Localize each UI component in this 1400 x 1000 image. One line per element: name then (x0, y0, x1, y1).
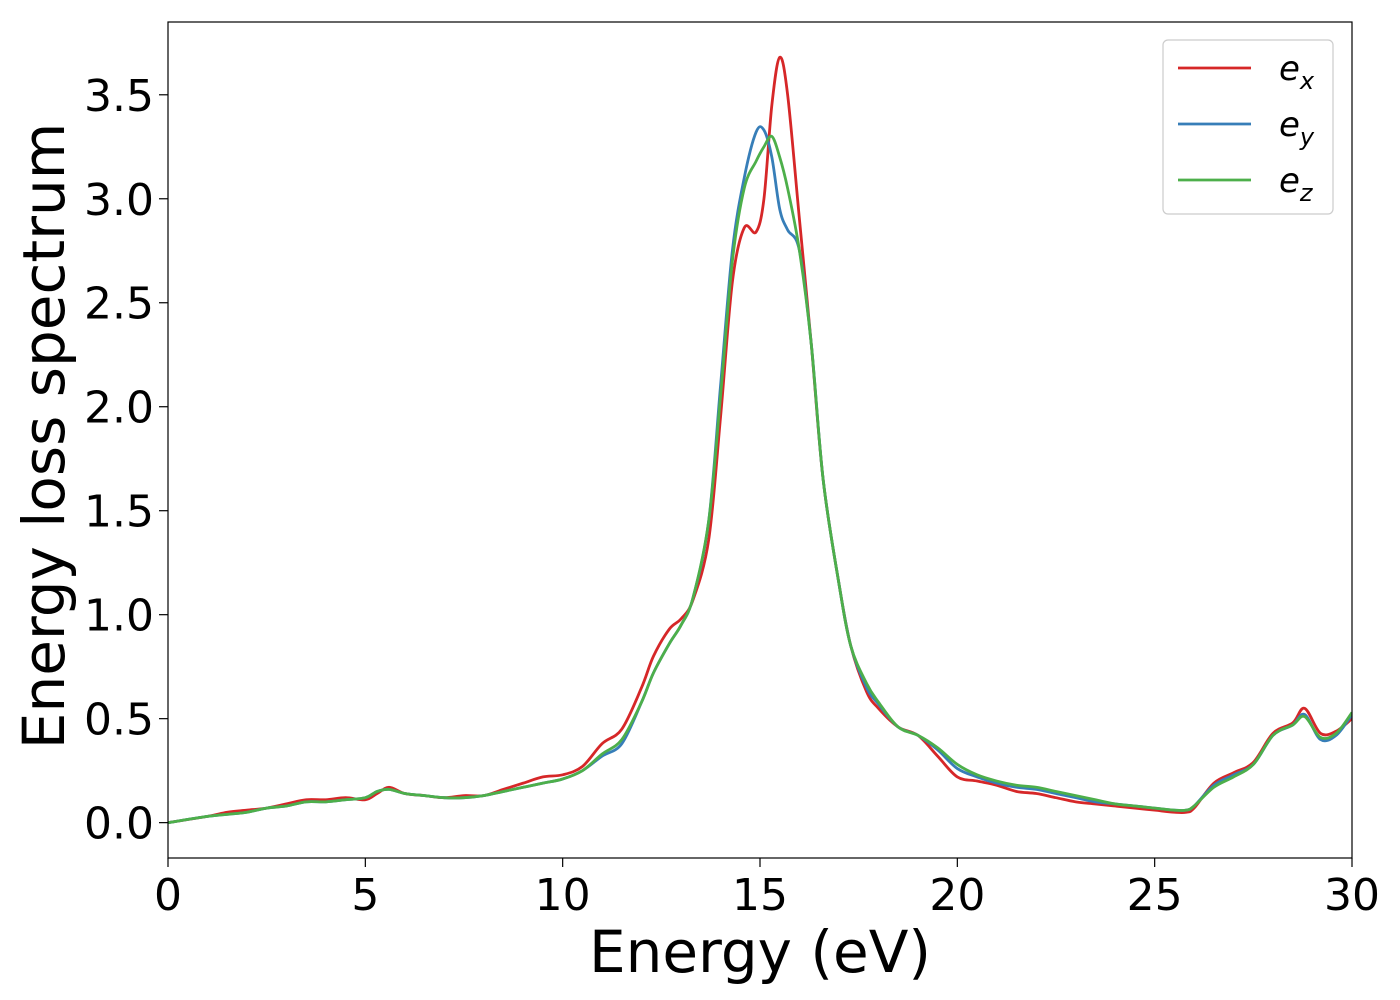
legend-entry-y: ey (1178, 105, 1315, 151)
legend-label: ey (1279, 105, 1315, 151)
x-axis: 0 5 10 15 20 25 30 (154, 858, 1380, 921)
y-tick-label: 2.0 (84, 383, 154, 434)
legend: ex ey ez (1162, 39, 1334, 215)
y-tick-label: 3.0 (84, 175, 154, 226)
series-line-z (168, 134, 1352, 825)
y-axis: 0.0 0.5 1.0 1.5 2.0 2.5 3.0 3.5 (84, 71, 168, 850)
x-tick-label: 5 (351, 870, 379, 921)
y-tick-label: 3.5 (84, 71, 154, 122)
legend-entry-z: ez (1178, 161, 1314, 207)
y-tick-label: 1.5 (84, 487, 154, 538)
x-tick-label: 25 (1127, 870, 1183, 921)
y-axis-label: Energy loss spectrum (10, 123, 78, 749)
y-tick-label: 0.0 (84, 799, 154, 850)
y-tick-label: 0.5 (84, 695, 154, 746)
legend-label: ex (1279, 49, 1315, 95)
series-layer (168, 55, 1352, 825)
x-tick-label: 10 (535, 870, 591, 921)
y-tick-label: 2.5 (84, 279, 154, 330)
x-axis-label: Energy (eV) (589, 918, 931, 986)
x-tick-label: 20 (929, 870, 985, 921)
plot-area (168, 22, 1352, 858)
y-tick-label: 1.0 (84, 591, 154, 642)
legend-entry-x: ex (1178, 49, 1315, 95)
x-tick-label: 0 (154, 870, 182, 921)
x-tick-label: 15 (732, 870, 788, 921)
legend-label: ez (1279, 161, 1314, 207)
x-tick-label: 30 (1324, 870, 1380, 921)
legend-box (1162, 39, 1334, 215)
